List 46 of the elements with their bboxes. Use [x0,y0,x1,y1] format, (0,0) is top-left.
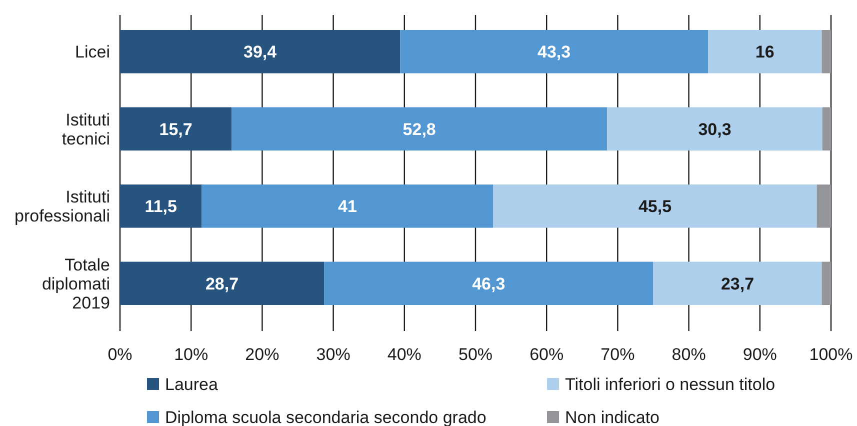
x-tick-label: 40% [387,345,422,364]
data-label: 23,7 [720,274,754,294]
data-label: 15,7 [159,120,192,139]
bar [324,262,654,306]
y-tick-label: Istituti professionali [14,188,110,226]
bar [120,30,400,74]
data-label: 30,3 [698,120,732,139]
data-label: 43,3 [538,42,571,62]
bar [493,184,817,228]
y-tick-label: Istituti tecnici [62,110,110,148]
bar [816,184,831,228]
x-tick-label: 70% [600,345,635,364]
x-tick-label: 0% [108,345,132,364]
x-tick-label: 20% [245,345,280,364]
data-label: 41 [338,197,357,216]
legend-label: Non indicato [565,408,660,426]
data-label: 45,5 [638,197,672,216]
bar [120,184,202,228]
x-tick-label: 90% [742,345,777,364]
bar [822,262,831,306]
y-tick-label: Totale diplomati 2019 [42,255,110,312]
x-tick-label: 80% [672,345,706,364]
bar [708,30,822,74]
y-tick-label: Licei [75,42,110,62]
legend-label: Titoli inferiori o nessun titolo [565,374,776,394]
bar [822,107,831,151]
legend-label: Laurea [165,374,218,394]
x-tick-label: 10% [174,345,208,364]
x-tick-label: 30% [316,345,350,364]
data-label: 28,7 [205,274,239,294]
data-label: 46,3 [472,274,506,294]
data-label: 39,4 [244,42,278,62]
x-tick-label: 100% [809,345,853,364]
bar [120,262,324,306]
bar [202,184,494,228]
data-label: 11,5 [144,197,177,216]
bar [400,30,708,74]
bar [120,107,232,151]
bar [653,262,822,306]
x-tick-label: 50% [458,345,493,364]
x-tick-label: 60% [530,345,564,364]
data-label: 16 [755,42,774,62]
bar [822,30,831,74]
bar [232,107,608,151]
bar [607,107,822,151]
data-label: 52,8 [402,120,436,139]
